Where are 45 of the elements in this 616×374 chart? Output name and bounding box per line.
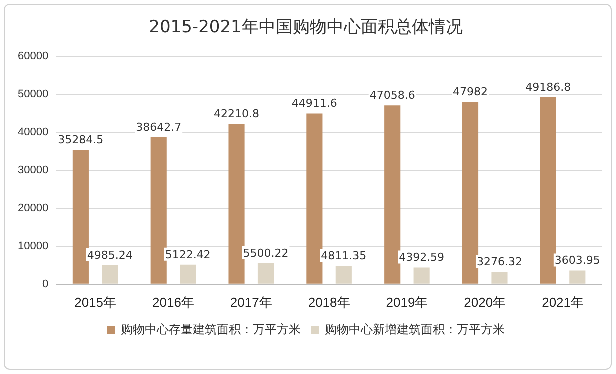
data-label: 49186.8: [526, 80, 572, 94]
bar: [228, 124, 245, 284]
chart-title: 2015-2021年中国购物中心面积总体情况: [149, 18, 463, 38]
data-label: 35284.5: [58, 134, 104, 147]
y-tick-label: 20000: [18, 202, 49, 214]
data-label: 5500.22: [243, 246, 289, 260]
x-tick-label: 2018年: [308, 294, 350, 310]
data-label: 3603.95: [554, 254, 600, 268]
y-tick-label: 60000: [18, 50, 49, 62]
x-tick-label: 2019年: [386, 294, 428, 310]
bar: [384, 106, 401, 284]
data-label: 47058.6: [370, 88, 416, 102]
data-label: 4811.35: [321, 249, 367, 262]
bar: [462, 102, 479, 284]
y-tick-label: 50000: [18, 88, 49, 100]
data-label: 38642.7: [136, 120, 182, 134]
data-label: 4392.59: [399, 251, 445, 264]
bar: [540, 97, 556, 284]
x-tick-label: 2021年: [542, 294, 584, 310]
bar: [570, 270, 586, 284]
y-tick-label: 40000: [18, 126, 49, 138]
bar: [258, 264, 274, 284]
legend-label: 购物中心存量建筑面积：万平方米: [121, 322, 301, 336]
data-label: 42210.8: [214, 107, 260, 120]
x-tick-label: 2017年: [230, 294, 272, 310]
legend-label: 购物中心新增建筑面积：万平方米: [325, 322, 505, 336]
bar: [102, 265, 118, 284]
bar: [180, 264, 196, 284]
x-tick-label: 2015年: [74, 294, 117, 310]
data-label: 3276.32: [476, 255, 522, 268]
bar: [72, 150, 89, 284]
data-label: 5122.42: [165, 248, 211, 262]
bar: [336, 266, 352, 284]
y-tick-label: 0: [42, 278, 49, 290]
data-label: 47982: [453, 85, 488, 98]
y-tick-label: 30000: [18, 164, 49, 176]
bar: [492, 272, 508, 284]
bar: [306, 114, 323, 284]
y-tick-label: 10000: [18, 240, 49, 252]
x-tick-label: 2016年: [152, 294, 194, 310]
bar: [150, 138, 167, 284]
x-tick-label: 2020年: [464, 294, 506, 310]
data-label: 4985.24: [87, 248, 133, 262]
bar: [414, 268, 430, 284]
data-label: 44911.6: [292, 97, 338, 110]
